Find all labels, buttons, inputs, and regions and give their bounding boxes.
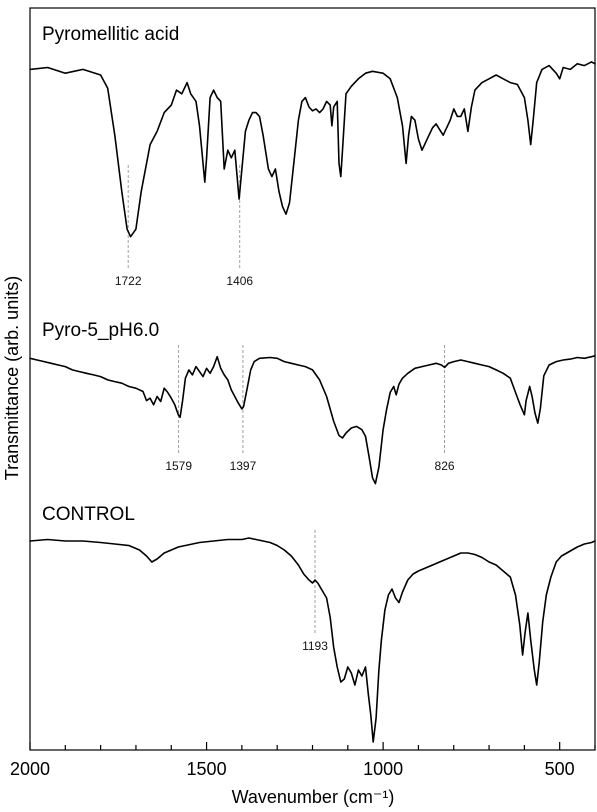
- x-tick-label-2000: 2000: [10, 759, 50, 779]
- series-line-top: [29, 61, 596, 238]
- x-tick-label-500: 500: [545, 759, 575, 779]
- peak-label-1722: 1722: [115, 274, 142, 288]
- x-tick-label-1500: 1500: [187, 759, 227, 779]
- peak-label-1193: 1193: [302, 639, 328, 653]
- x-axis: 2000 1500 1000 500: [10, 742, 596, 779]
- peak-label-826: 826: [435, 459, 455, 473]
- y-axis-label: Transmittance (arb. units): [2, 276, 22, 480]
- series-label-top: Pyromellitic acid: [42, 24, 179, 45]
- series-line-middle: [29, 355, 596, 485]
- peak-label-1406: 1406: [226, 274, 253, 288]
- series-label-bottom: CONTROL: [42, 504, 135, 525]
- x-axis-label: Wavenumber (cm⁻¹): [232, 787, 395, 807]
- x-tick-label-1000: 1000: [363, 759, 403, 779]
- series-labels: Pyromellitic acid Pyro-5_pH6.0 CONTROL: [42, 24, 179, 525]
- series-line-bottom: [29, 537, 596, 743]
- peak-labels: 1722 1406 1579 1397 826 1193: [115, 274, 455, 653]
- peak-label-1397: 1397: [230, 459, 257, 473]
- spectra-curves: [29, 61, 596, 743]
- series-label-middle: Pyro-5_pH6.0: [42, 320, 159, 341]
- peak-label-1579: 1579: [165, 459, 192, 473]
- peak-guides: [127, 165, 445, 635]
